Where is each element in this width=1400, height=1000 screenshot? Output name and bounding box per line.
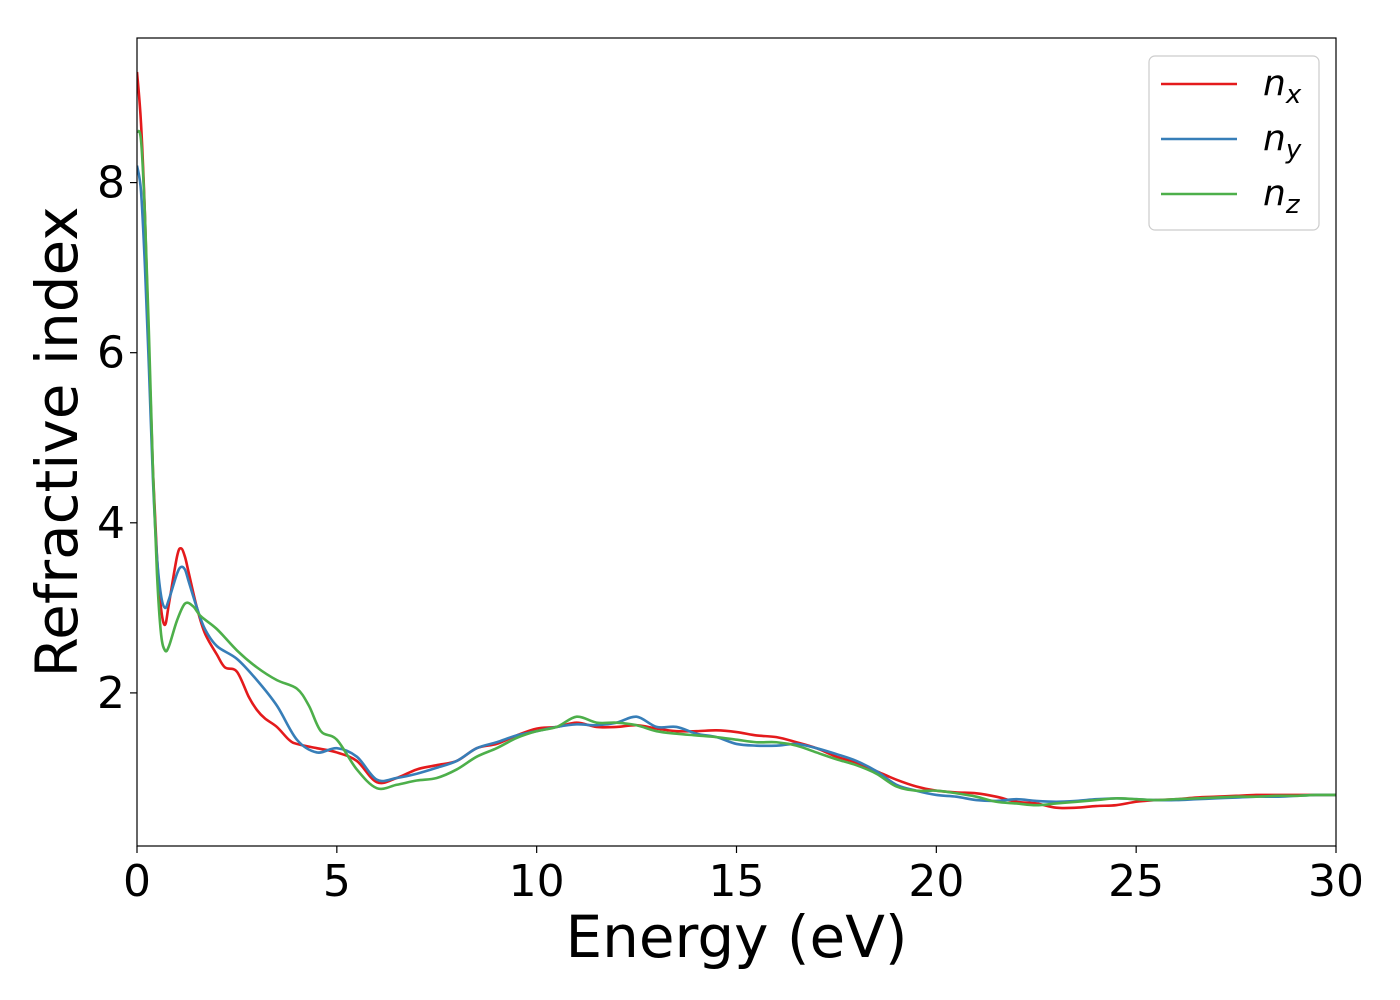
x-tick-label: 15 [709,856,765,907]
legend-label-z: nz [1263,173,1301,220]
series-line-x [137,71,1336,810]
legend-label-x: nx [1263,63,1302,110]
legend-box [1148,55,1320,231]
series-lines [137,71,1336,810]
y-tick-label: 2 [97,668,125,719]
legend: nx ny nz [1148,55,1320,231]
x-tick-label: 25 [1108,856,1164,907]
series-line-z [137,129,1336,807]
series-line-y [137,165,1336,804]
y-tick-label: 4 [97,498,125,549]
y-tick-label: 8 [97,158,125,209]
x-tick-label: 0 [123,856,151,907]
x-tick-label: 30 [1308,856,1364,907]
x-axis-title: Energy (eV) [565,903,907,971]
legend-label-y: ny [1263,118,1302,165]
y-tick-label: 6 [97,328,125,379]
x-tick-label: 5 [323,856,351,907]
x-tick-label: 10 [509,856,565,907]
x-tick-label: 20 [908,856,964,907]
axis-ticks: 0 5 10 15 20 25 30 2 4 6 8 [97,158,1364,907]
y-axis-title: Refractive index [23,206,91,677]
